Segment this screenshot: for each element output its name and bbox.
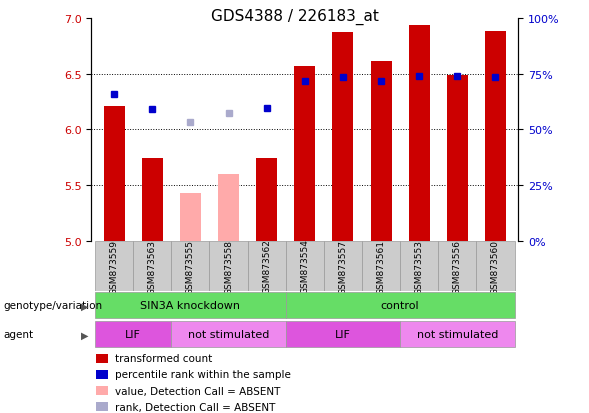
Text: GSM873563: GSM873563 (148, 239, 157, 294)
FancyBboxPatch shape (362, 242, 400, 291)
FancyBboxPatch shape (171, 321, 286, 348)
Text: GSM873556: GSM873556 (453, 239, 462, 294)
Text: GSM873553: GSM873553 (415, 239, 423, 294)
Bar (294, 66, 315, 242)
Bar (142, 159, 163, 242)
Bar (332, 33, 353, 242)
Text: GSM873555: GSM873555 (186, 239, 195, 294)
FancyBboxPatch shape (133, 242, 171, 291)
FancyBboxPatch shape (286, 292, 515, 319)
Bar (256, 159, 277, 242)
Text: LIF: LIF (125, 330, 141, 339)
FancyBboxPatch shape (95, 370, 108, 379)
FancyBboxPatch shape (247, 242, 286, 291)
Text: not stimulated: not stimulated (188, 330, 269, 339)
FancyBboxPatch shape (210, 242, 247, 291)
FancyBboxPatch shape (95, 242, 133, 291)
FancyBboxPatch shape (286, 321, 400, 348)
Bar (370, 62, 392, 242)
Text: agent: agent (3, 330, 33, 339)
Text: control: control (381, 301, 419, 311)
Bar (485, 32, 506, 242)
Text: GSM873558: GSM873558 (224, 239, 233, 294)
Bar (218, 175, 239, 242)
Text: GSM873560: GSM873560 (491, 239, 500, 294)
FancyBboxPatch shape (95, 402, 108, 411)
FancyBboxPatch shape (286, 242, 324, 291)
Text: GSM873554: GSM873554 (300, 239, 309, 294)
FancyBboxPatch shape (171, 242, 210, 291)
FancyBboxPatch shape (95, 321, 171, 348)
Text: GSM873557: GSM873557 (339, 239, 348, 294)
FancyBboxPatch shape (95, 354, 108, 363)
Text: transformed count: transformed count (115, 354, 212, 363)
Text: value, Detection Call = ABSENT: value, Detection Call = ABSENT (115, 386, 280, 396)
FancyBboxPatch shape (438, 242, 477, 291)
Bar (447, 76, 468, 242)
Text: GSM873559: GSM873559 (110, 239, 118, 294)
FancyBboxPatch shape (324, 242, 362, 291)
Bar (409, 26, 429, 242)
Text: ▶: ▶ (81, 301, 88, 311)
Text: rank, Detection Call = ABSENT: rank, Detection Call = ABSENT (115, 401, 275, 412)
Text: SIN3A knockdown: SIN3A knockdown (140, 301, 240, 311)
Text: LIF: LIF (335, 330, 351, 339)
Text: GDS4388 / 226183_at: GDS4388 / 226183_at (210, 9, 379, 25)
Text: GSM873562: GSM873562 (262, 239, 271, 294)
Text: genotype/variation: genotype/variation (3, 301, 102, 311)
Text: percentile rank within the sample: percentile rank within the sample (115, 370, 290, 380)
Bar (180, 194, 201, 242)
FancyBboxPatch shape (95, 292, 286, 319)
FancyBboxPatch shape (95, 386, 108, 395)
Text: ▶: ▶ (81, 330, 88, 339)
FancyBboxPatch shape (400, 242, 438, 291)
Text: GSM873561: GSM873561 (376, 239, 386, 294)
FancyBboxPatch shape (400, 321, 515, 348)
FancyBboxPatch shape (477, 242, 515, 291)
Text: not stimulated: not stimulated (416, 330, 498, 339)
Bar (104, 107, 125, 242)
